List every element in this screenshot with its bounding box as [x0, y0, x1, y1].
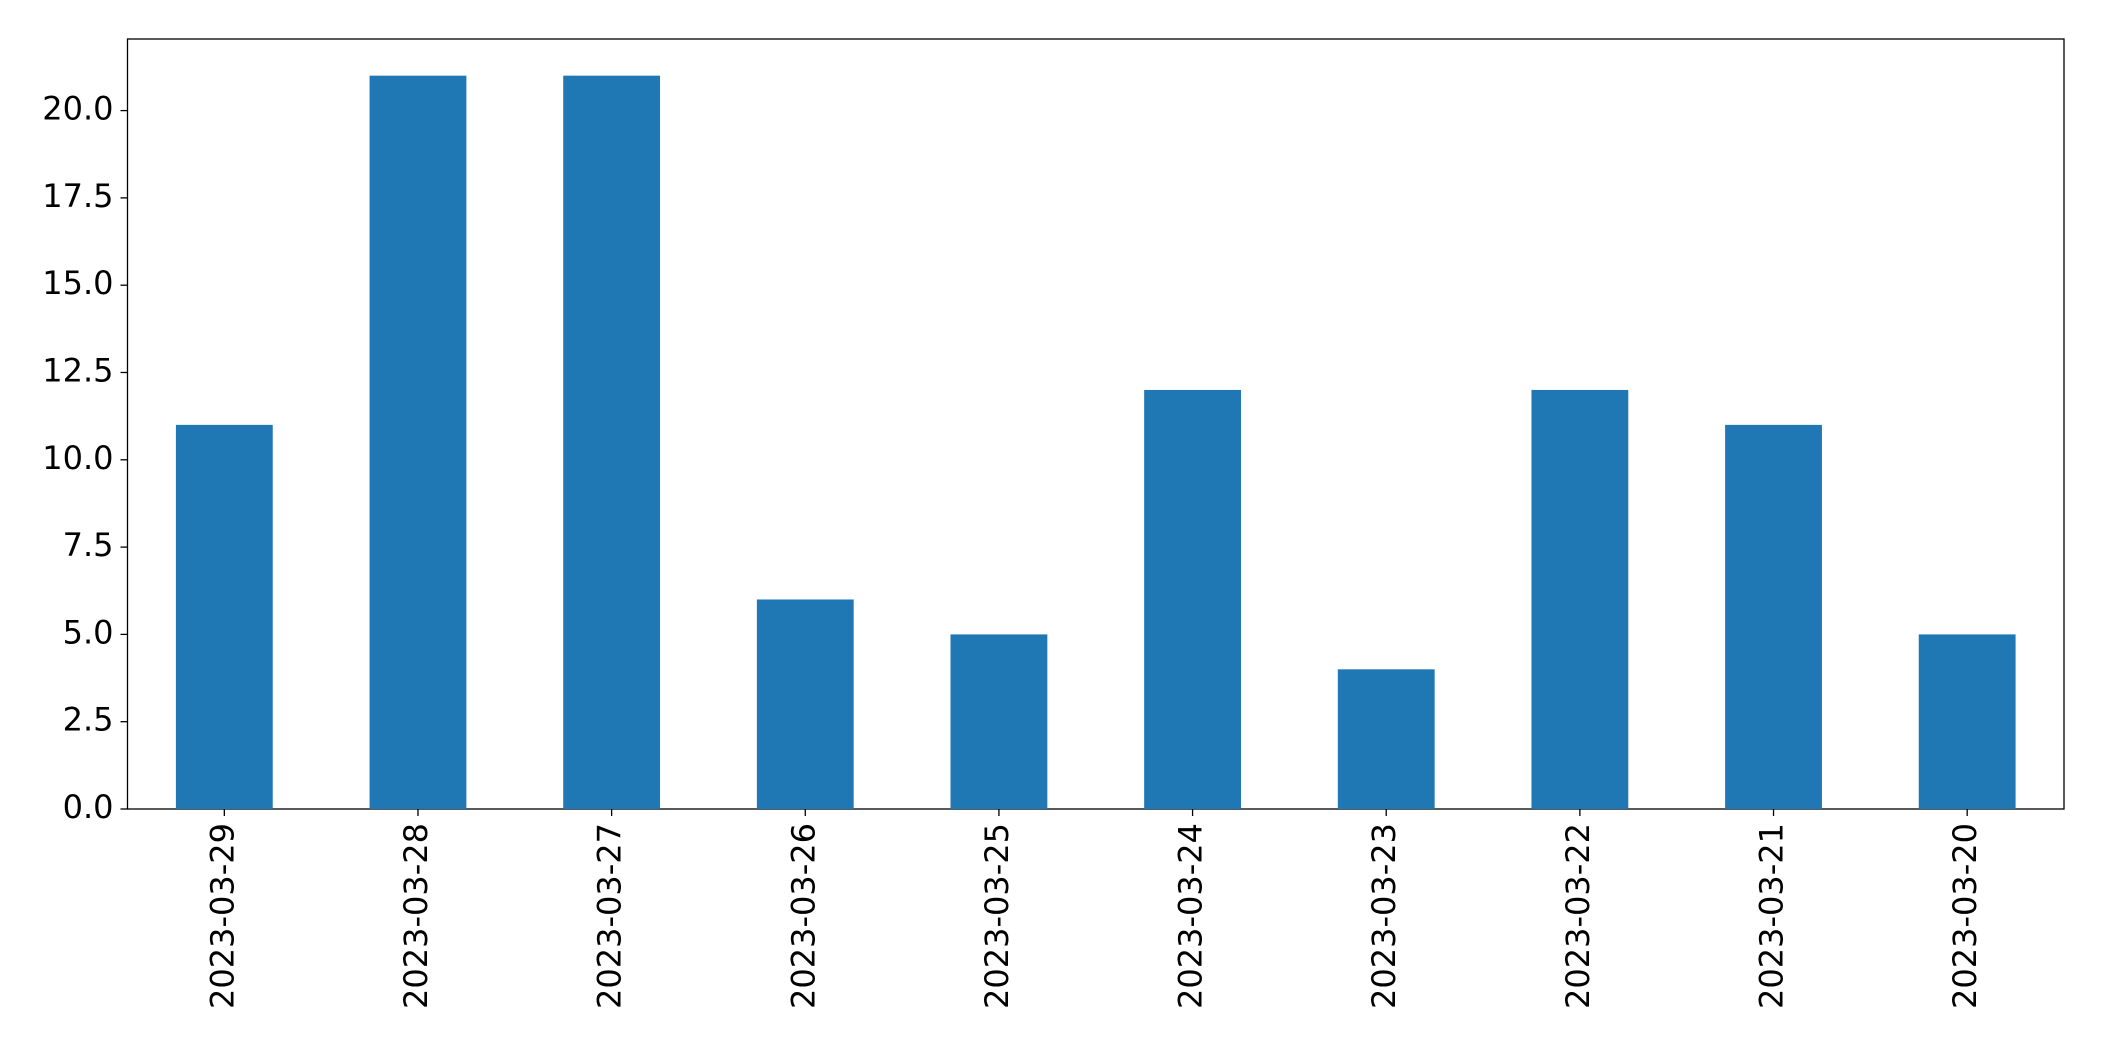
x-tick-label: 2023-03-23: [1365, 823, 1403, 1009]
x-tick-label: 2023-03-21: [1753, 823, 1791, 1009]
x-tick-label: 2023-03-27: [591, 823, 629, 1009]
bar: [1531, 389, 1629, 809]
bar: [1918, 634, 2016, 809]
x-tick-label: 2023-03-29: [203, 823, 241, 1009]
x-tick-label: 2023-03-26: [784, 823, 822, 1009]
y-tick-label: 10.0: [42, 439, 113, 477]
bar: [1144, 389, 1241, 809]
y-tick-label: 7.5: [63, 526, 114, 564]
bar: [175, 424, 273, 809]
bar: [563, 75, 661, 809]
x-tick-label: 2023-03-22: [1559, 823, 1597, 1009]
bar: [950, 634, 1048, 809]
y-tick-label: 20.0: [42, 90, 113, 128]
bar: [756, 599, 854, 809]
y-tick-label: 12.5: [42, 351, 113, 389]
x-tick-label: 2023-03-25: [978, 823, 1016, 1009]
bar: [1725, 424, 1822, 809]
axes-frame: [126, 38, 2065, 810]
x-tick-label: 2023-03-24: [1172, 823, 1210, 1009]
bar: [1337, 669, 1435, 809]
y-tick-label: 17.5: [42, 177, 113, 215]
y-tick-label: 2.5: [63, 701, 114, 739]
bar: [369, 75, 467, 809]
x-tick-label: 2023-03-20: [1946, 823, 1984, 1009]
y-tick-label: 5.0: [63, 613, 114, 651]
x-tick-label: 2023-03-28: [397, 823, 435, 1009]
y-tick-label: 0.0: [63, 788, 114, 826]
y-tick-label: 15.0: [42, 264, 113, 302]
